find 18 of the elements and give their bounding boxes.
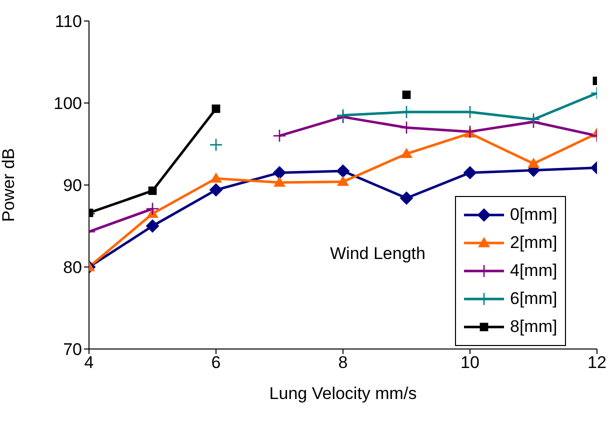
y-tick-label: 110	[54, 12, 82, 32]
x-tick-label: 10	[460, 353, 480, 372]
x-tick-label: 6	[211, 353, 221, 372]
x-tick-label: 12	[588, 353, 606, 372]
y-tick-label: 100	[54, 94, 82, 114]
x-axis-title: Lung Velocity mm/s	[269, 384, 417, 403]
legend-label: 2[mm]	[510, 233, 558, 253]
y-tick-label: 70	[63, 340, 82, 360]
y-tick-label: 80	[63, 258, 82, 278]
legend-title: Wind Length	[330, 244, 426, 264]
y-axis-title: Power dB	[0, 148, 18, 222]
legend-label: 8[mm]	[510, 317, 558, 337]
legend-label: 6[mm]	[510, 289, 558, 309]
legend-label: 4[mm]	[510, 261, 558, 281]
y-tick-label: 90	[63, 176, 82, 196]
x-tick-label: 8	[338, 353, 348, 372]
legend-label: 0[mm]	[510, 205, 558, 225]
x-tick-label: 4	[84, 353, 94, 372]
